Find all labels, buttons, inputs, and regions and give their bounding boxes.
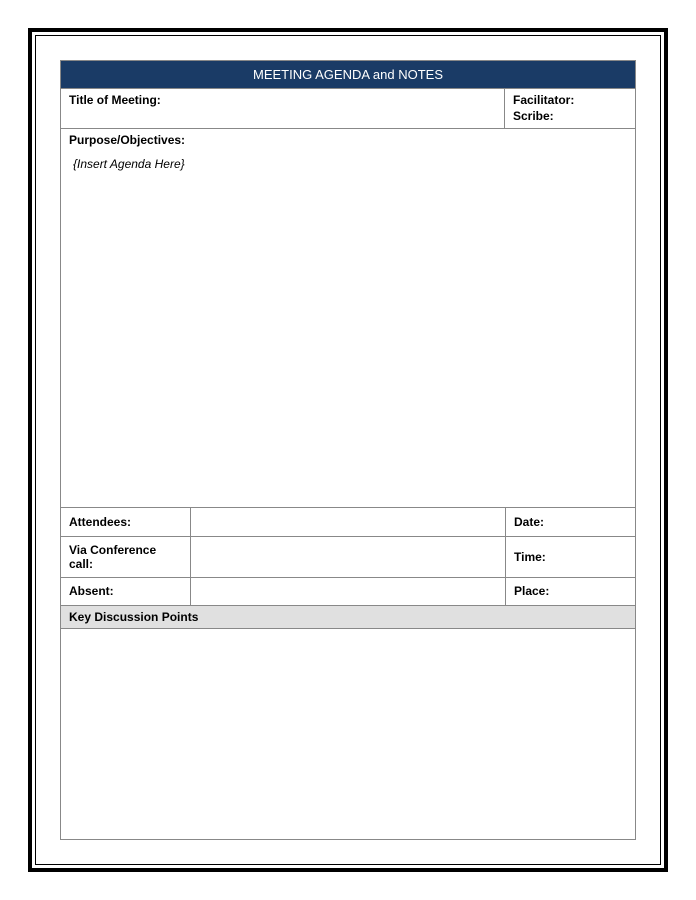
document-page: MEETING AGENDA and NOTES Title of Meetin…	[0, 0, 696, 900]
inner-border: MEETING AGENDA and NOTES Title of Meetin…	[35, 35, 661, 865]
facilitator-label: Facilitator:	[513, 93, 627, 109]
purpose-section: Purpose/Objectives: {Insert Agenda Here}	[60, 128, 636, 508]
scribe-label: Scribe:	[513, 109, 627, 125]
absent-label: Absent:	[61, 577, 191, 605]
time-label: Time:	[506, 536, 636, 577]
purpose-label: Purpose/Objectives:	[69, 133, 627, 147]
table-row: Absent: Place:	[61, 577, 636, 605]
discussion-body	[60, 629, 636, 840]
absent-value	[191, 577, 506, 605]
key-discussion-header: Key Discussion Points	[60, 606, 636, 629]
info-table: Attendees: Date: Via Conference call: Ti…	[60, 508, 636, 606]
facilitator-scribe-cell: Facilitator: Scribe:	[505, 89, 635, 128]
place-label: Place:	[506, 577, 636, 605]
attendees-label: Attendees:	[61, 508, 191, 536]
title-row: Title of Meeting: Facilitator: Scribe:	[60, 88, 636, 128]
attendees-value	[191, 508, 506, 536]
table-row: Attendees: Date:	[61, 508, 636, 536]
header-bar: MEETING AGENDA and NOTES	[60, 60, 636, 88]
agenda-placeholder: {Insert Agenda Here}	[69, 157, 627, 171]
conference-call-value	[191, 536, 506, 577]
title-of-meeting-label: Title of Meeting:	[61, 89, 505, 128]
table-row: Via Conference call: Time:	[61, 536, 636, 577]
outer-border: MEETING AGENDA and NOTES Title of Meetin…	[28, 28, 668, 872]
conference-call-label: Via Conference call:	[61, 536, 191, 577]
date-label: Date:	[506, 508, 636, 536]
